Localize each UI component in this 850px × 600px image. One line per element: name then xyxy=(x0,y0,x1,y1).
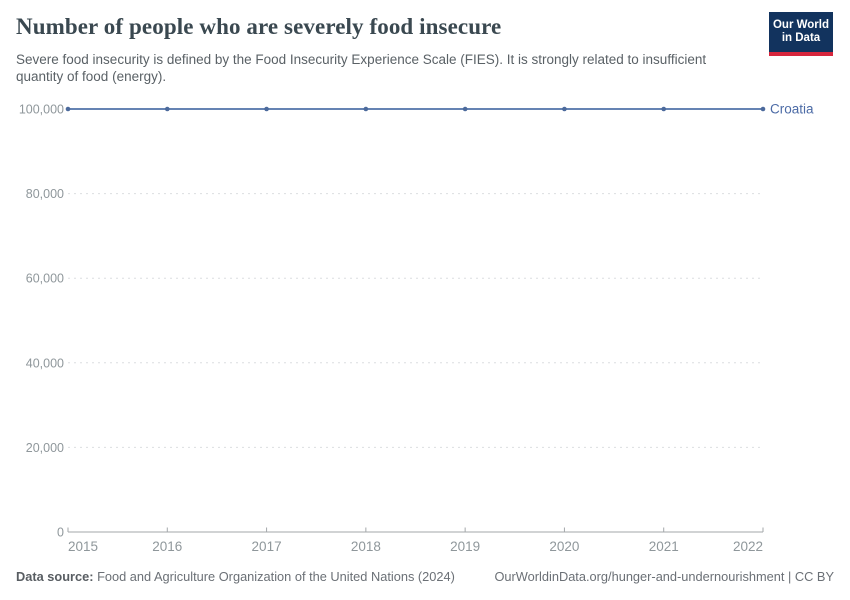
y-tick-label: 0 xyxy=(57,526,64,540)
data-point[interactable] xyxy=(65,106,71,112)
data-point[interactable] xyxy=(164,106,170,112)
x-tick-label: 2021 xyxy=(649,539,679,554)
series-label-croatia[interactable]: Croatia xyxy=(770,102,814,117)
chart-footer: Data source: Food and Agriculture Organi… xyxy=(16,569,834,584)
x-tick-label: 2022 xyxy=(733,539,763,554)
data-source-label: Data source: xyxy=(16,569,94,584)
x-tick-label: 2020 xyxy=(549,539,579,554)
x-tick-label: 2015 xyxy=(68,539,98,554)
y-tick-label: 60,000 xyxy=(26,272,64,286)
y-tick-label: 80,000 xyxy=(26,187,64,201)
owid-logo-line1: Our World xyxy=(772,19,829,31)
owid-logo[interactable]: Our World in Data xyxy=(769,12,833,56)
y-tick-label: 100,000 xyxy=(19,103,64,117)
chart-subtitle: Severe food insecurity is defined by the… xyxy=(16,52,707,84)
data-point[interactable] xyxy=(562,106,567,112)
x-tick-label: 2019 xyxy=(450,539,480,554)
data-point[interactable] xyxy=(760,106,766,112)
data-point[interactable] xyxy=(462,106,468,112)
x-tick-label: 2016 xyxy=(152,539,182,554)
data-point[interactable] xyxy=(363,106,369,112)
license-note[interactable]: OurWorldinData.org/hunger-and-undernouri… xyxy=(494,569,834,584)
y-tick-label: 40,000 xyxy=(26,356,64,370)
data-point[interactable] xyxy=(661,106,667,112)
page-title: Number of people who are severely food i… xyxy=(16,14,502,39)
x-tick-label: 2018 xyxy=(351,539,381,554)
y-tick-label: 20,000 xyxy=(26,441,64,455)
data-source-note: Data source: Food and Agriculture Organi… xyxy=(16,569,455,584)
owid-logo-line2: in Data xyxy=(781,32,821,44)
data-source-text: Food and Agriculture Organization of the… xyxy=(93,569,455,584)
x-tick-label: 2017 xyxy=(252,539,282,554)
data-point[interactable] xyxy=(264,106,269,112)
